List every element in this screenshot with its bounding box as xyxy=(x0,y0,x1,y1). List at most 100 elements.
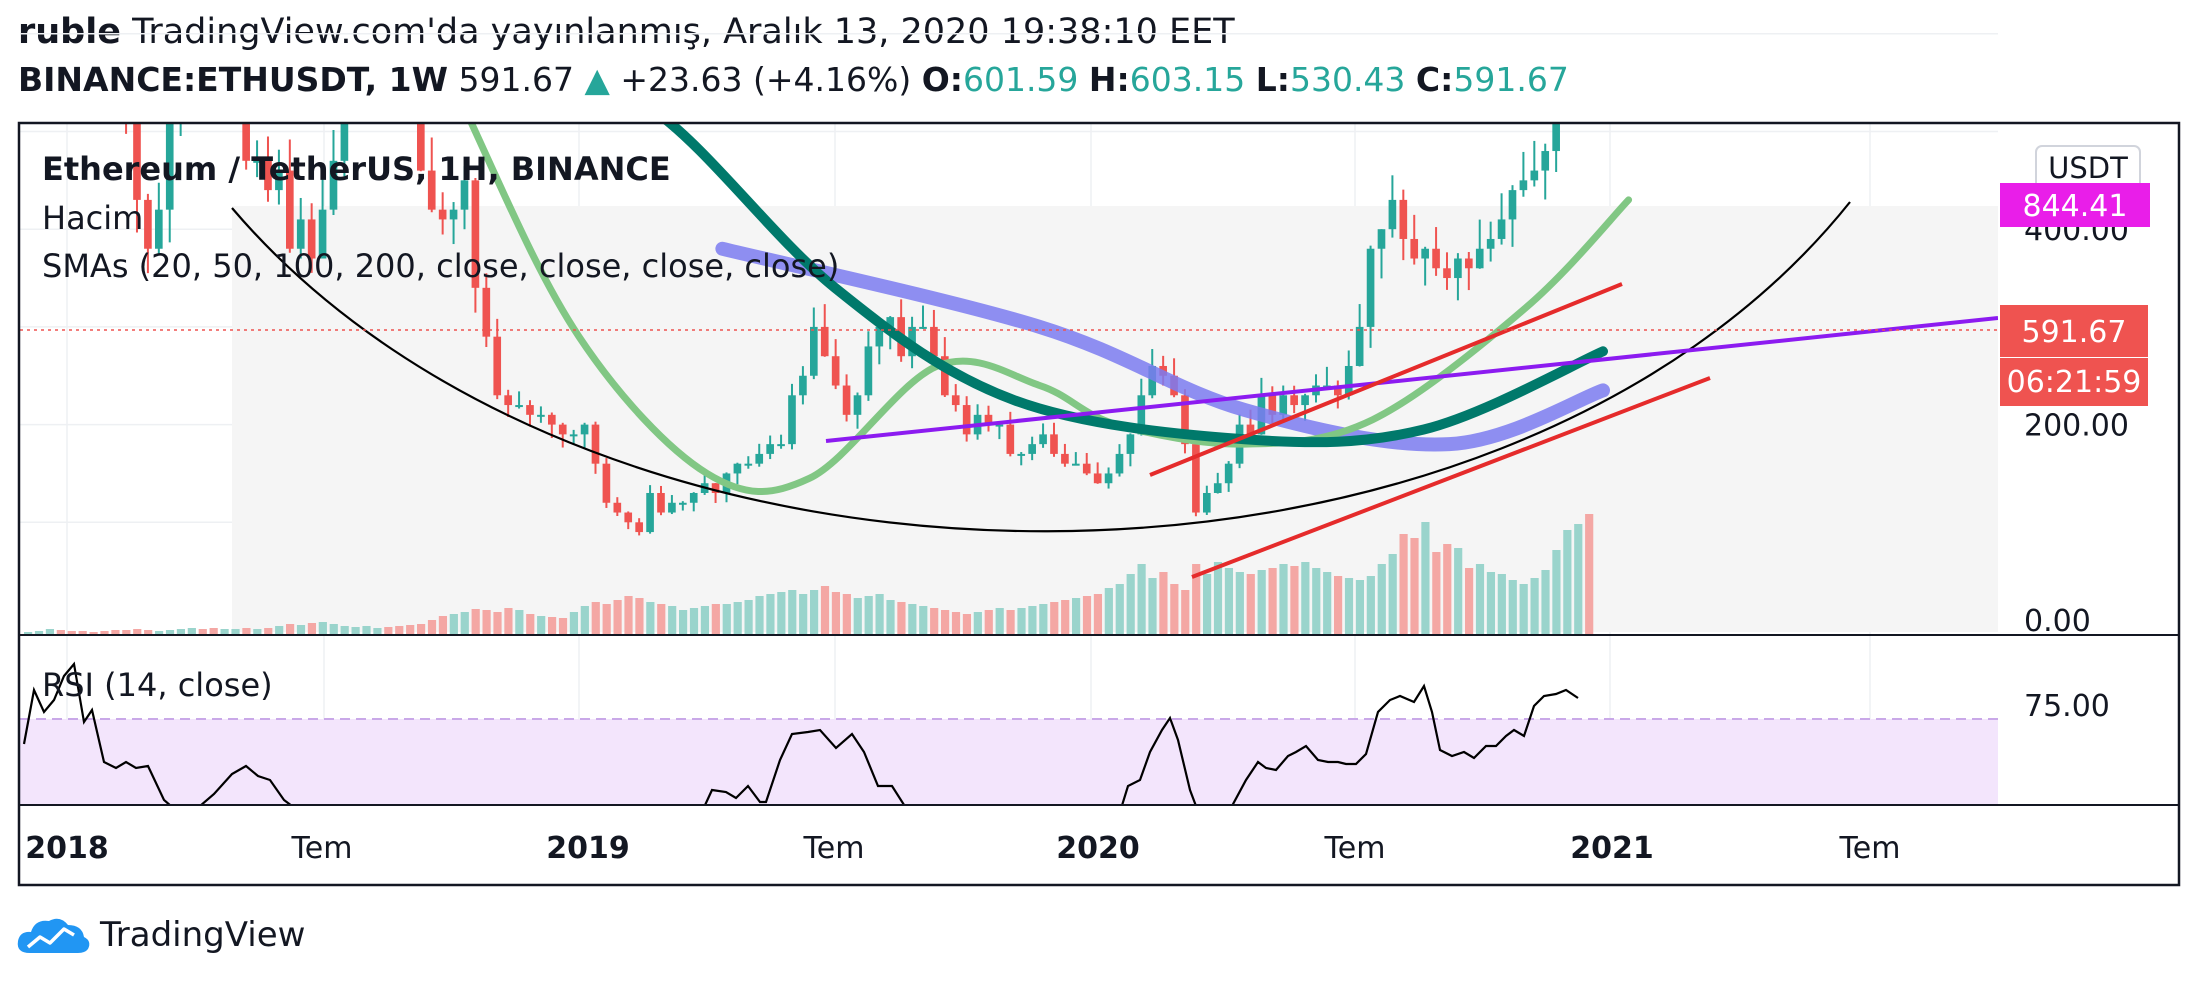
candle-body xyxy=(548,414,556,425)
volume-bar xyxy=(67,631,76,634)
red-channel-upper xyxy=(1149,282,1623,477)
last-price: 591.67 xyxy=(458,60,574,99)
volume-bar xyxy=(831,592,841,634)
candle-body xyxy=(165,124,174,210)
volume-bar xyxy=(842,594,851,634)
volume-bar xyxy=(1192,564,1201,634)
volume-bar xyxy=(689,608,699,634)
volume-bar xyxy=(1519,584,1528,634)
volume-bar xyxy=(602,604,611,634)
rsi-path xyxy=(22,661,1579,804)
volume-bar xyxy=(1235,572,1244,634)
price-badge xyxy=(2000,305,2148,357)
candle-body xyxy=(1181,395,1189,445)
candle-body xyxy=(1421,248,1429,259)
candle-body xyxy=(864,346,873,396)
candle-body xyxy=(1475,248,1484,269)
sma50-line xyxy=(663,124,1608,448)
volume-bar xyxy=(187,628,196,634)
volume-bar xyxy=(1203,574,1212,634)
candle-body xyxy=(504,395,512,406)
candle-body xyxy=(558,424,567,435)
volume-bar xyxy=(766,594,775,634)
candle-body xyxy=(679,502,687,505)
volume-bar xyxy=(580,606,589,634)
volume-bar xyxy=(657,604,666,634)
volume-bar xyxy=(286,624,295,634)
candle-body xyxy=(777,444,785,447)
rsi-label: RSI (14, close) xyxy=(42,666,273,704)
author-name: ruble xyxy=(18,12,121,52)
currency-label[interactable]: USDT xyxy=(2048,151,2128,185)
volume-bar xyxy=(1159,572,1168,634)
price-badge-text: 591.67 xyxy=(2022,315,2127,350)
volume-bar xyxy=(220,629,229,634)
volume-bar xyxy=(1039,604,1048,634)
candle-body xyxy=(1017,453,1026,456)
volume-bar xyxy=(1355,580,1365,634)
volume-bar xyxy=(144,630,153,634)
volume-bar xyxy=(1050,602,1059,634)
candle-body xyxy=(624,512,633,523)
sma-label: SMAs (20, 50, 100, 200, close, close, cl… xyxy=(42,247,839,285)
volume-bar xyxy=(1104,588,1113,634)
volume-bar xyxy=(198,629,207,634)
up-triangle-icon: ▲ xyxy=(584,60,610,99)
volume-bar xyxy=(406,625,415,634)
candle-body xyxy=(1290,395,1298,406)
volume-bar xyxy=(864,596,873,634)
volume-bar xyxy=(1137,564,1146,634)
rsi-line xyxy=(22,661,1579,804)
volume-bar xyxy=(1082,596,1092,634)
candle-body xyxy=(1301,395,1309,406)
candle-body xyxy=(133,124,141,200)
candle-body xyxy=(1093,473,1102,484)
candle-body xyxy=(875,326,884,347)
volume-bar xyxy=(1443,544,1452,634)
volume-bar xyxy=(569,612,579,634)
candle-body xyxy=(853,395,862,415)
candle-body xyxy=(493,336,502,396)
volume-bar xyxy=(1093,594,1103,634)
purple-trendline xyxy=(825,316,1998,443)
volume-bars xyxy=(24,514,1594,634)
candle-body xyxy=(711,483,720,493)
candle-body xyxy=(155,209,163,249)
tradingview-cloud-icon xyxy=(17,918,90,953)
x-tick-label: 2019 xyxy=(546,831,630,866)
candle-body xyxy=(1344,365,1353,396)
volume-bar xyxy=(417,624,426,634)
resistance-badge xyxy=(2000,183,2150,227)
candle-body xyxy=(886,317,895,327)
volume-bar xyxy=(1006,610,1015,634)
volume-bar xyxy=(919,606,928,634)
candle-body xyxy=(1465,258,1473,269)
candle-body xyxy=(1541,151,1550,171)
candle-body xyxy=(689,492,698,503)
volume-bar xyxy=(1170,584,1179,634)
resistance-badge-text: 844.41 xyxy=(2023,189,2128,224)
candle-body xyxy=(951,395,960,406)
volume-bar xyxy=(788,590,797,634)
volume-bar xyxy=(231,629,240,634)
candle-body xyxy=(1137,395,1146,435)
high-label: H: xyxy=(1088,60,1130,99)
x-tick-label: 2020 xyxy=(1056,831,1140,866)
candle-body xyxy=(591,424,600,464)
candle-body xyxy=(296,219,305,249)
low-value: 530.43 xyxy=(1289,60,1406,99)
candle-body xyxy=(962,405,971,435)
volume-bar xyxy=(624,596,633,634)
tradingview-brand[interactable]: TradingView xyxy=(14,910,305,960)
candle-body xyxy=(580,424,589,435)
volume-bar xyxy=(1410,538,1419,634)
candle-body xyxy=(799,375,807,396)
candle-body xyxy=(569,434,578,437)
candle-body xyxy=(930,326,938,357)
volume-bar xyxy=(242,628,251,634)
candle-body xyxy=(646,492,654,533)
candle-body xyxy=(657,492,665,513)
volume-bar xyxy=(1399,534,1408,634)
volume-bar xyxy=(1508,580,1517,634)
